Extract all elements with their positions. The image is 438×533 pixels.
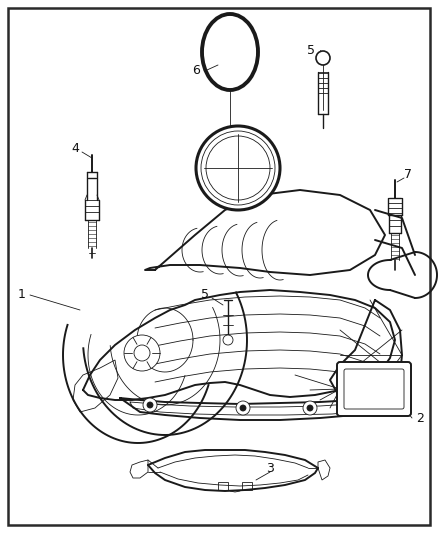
Text: 4: 4: [71, 141, 79, 155]
Circle shape: [143, 398, 157, 412]
Text: 2: 2: [416, 411, 424, 424]
Circle shape: [196, 126, 280, 210]
FancyBboxPatch shape: [337, 362, 411, 416]
Circle shape: [307, 405, 313, 411]
Circle shape: [223, 335, 233, 345]
Text: 5: 5: [307, 44, 315, 56]
Text: 1: 1: [18, 288, 26, 302]
Text: 3: 3: [266, 462, 274, 474]
Text: 5: 5: [201, 288, 209, 302]
Circle shape: [367, 397, 373, 403]
Circle shape: [363, 393, 377, 407]
Circle shape: [124, 335, 160, 371]
Circle shape: [316, 51, 330, 65]
Circle shape: [236, 401, 250, 415]
FancyBboxPatch shape: [344, 369, 404, 409]
Text: 6: 6: [192, 63, 200, 77]
Circle shape: [147, 402, 153, 408]
Circle shape: [134, 345, 150, 361]
Circle shape: [240, 405, 246, 411]
Text: 7: 7: [404, 168, 412, 182]
Circle shape: [303, 401, 317, 415]
